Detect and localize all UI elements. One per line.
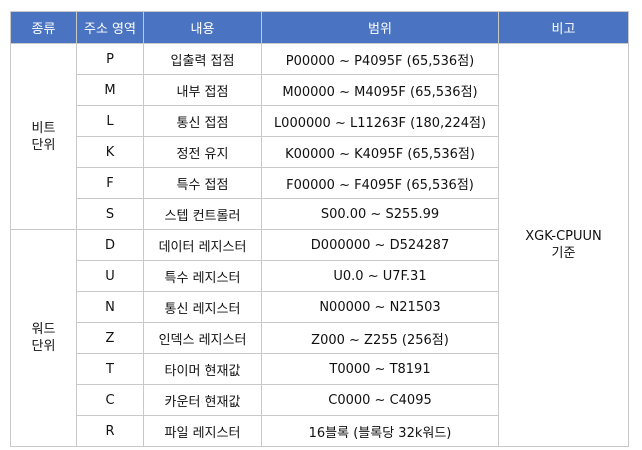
cell-content: 내부 접점 [143, 74, 262, 106]
table-row: U 특수 레지스터 U0.0 ~ U7F.31 [11, 260, 629, 292]
table-header-row: 종류 주소 영역 내용 범위 비고 [10, 11, 629, 44]
cell-area: M [76, 74, 144, 106]
cell-area: R [76, 415, 144, 447]
cell-area: U [76, 260, 144, 292]
header-content: 내용 [143, 11, 262, 44]
cell-area: C [76, 384, 144, 416]
table-row: 워드 단위 D 데이터 레지스터 D000000 ~ D524287 [10, 229, 629, 447]
cell-area: K [76, 136, 144, 168]
cell-area: D [76, 229, 144, 261]
cell-range: N00000 ~ N21503 [261, 291, 499, 323]
cell-content: 입출력 접점 [143, 43, 262, 75]
cell-content: 특수 접점 [143, 167, 262, 199]
table-row: C 카운터 현재값 C0000 ~ C4095 [11, 384, 629, 416]
cell-content: 타이머 현재값 [143, 353, 262, 385]
cell-range: T0000 ~ T8191 [261, 353, 499, 385]
device-area-table: 종류 주소 영역 내용 범위 비고 비트 단위 P 입출력 접점 P00000 … [10, 11, 629, 447]
cell-content: 정전 유지 [143, 136, 262, 168]
cell-area: F [76, 167, 144, 199]
table-row: L 통신 접점 L000000 ~ L11263F (180,224점) [11, 105, 629, 137]
header-range: 범위 [261, 11, 499, 44]
note-line2: 기준 [551, 246, 576, 261]
cell-content: 데이터 레지스터 [143, 229, 262, 261]
cell-content: 특수 레지스터 [143, 260, 262, 292]
cell-area: P [76, 43, 144, 75]
cell-content: 스텝 컨트롤러 [143, 198, 262, 230]
cell-content: 통신 접점 [143, 105, 262, 137]
cell-range: 16블록 (블록당 32k워드) [261, 415, 499, 447]
table-row: M 내부 접점 M00000 ~ M4095F (65,536점) [11, 74, 629, 106]
cell-content: 파일 레지스터 [143, 415, 262, 447]
cell-area: L [76, 105, 144, 137]
header-type: 종류 [10, 11, 77, 44]
table-row: R 파일 레지스터 16블록 (블록당 32k워드) [11, 415, 629, 447]
group-type-word: 워드 단위 [10, 229, 77, 447]
group-type-line2: 단위 [31, 339, 56, 354]
cell-content: 카운터 현재값 [143, 384, 262, 416]
cell-range: U0.0 ~ U7F.31 [261, 260, 499, 292]
cell-content: 인덱스 레지스터 [143, 322, 262, 354]
cell-range: F00000 ~ F4095F (65,536점) [261, 167, 499, 199]
note-cell: XGK-CPUUN 기준 [498, 43, 629, 447]
table-row: F 특수 접점 F00000 ~ F4095F (65,536점) [11, 167, 629, 199]
cell-content: 통신 레지스터 [143, 291, 262, 323]
table-row: 비트 단위 P 입출력 접점 P00000 ~ P4095F (65,536점)… [10, 43, 629, 447]
header-address-area: 주소 영역 [76, 11, 144, 44]
cell-area: T [76, 353, 144, 385]
group-type-bit: 비트 단위 [10, 43, 77, 230]
cell-area: Z [76, 322, 144, 354]
group-type-line2: 단위 [31, 137, 56, 153]
cell-range: Z000 ~ Z255 (256점) [261, 322, 499, 354]
table-row: K 정전 유지 K00000 ~ K4095F (65,536점) [11, 136, 629, 168]
cell-range: K00000 ~ K4095F (65,536점) [261, 136, 499, 168]
group-type-line1: 비트 [31, 120, 56, 136]
cell-range: C0000 ~ C4095 [261, 384, 499, 416]
cell-range: M00000 ~ M4095F (65,536점) [261, 74, 499, 106]
note-line1: XGK-CPUUN [525, 229, 602, 244]
table-row: N 통신 레지스터 N00000 ~ N21503 [11, 291, 629, 323]
header-note: 비고 [498, 11, 629, 44]
cell-area: N [76, 291, 144, 323]
cell-range: S00.00 ~ S255.99 [261, 198, 499, 230]
group-type-line1: 워드 [31, 322, 56, 337]
table-row: Z 인덱스 레지스터 Z000 ~ Z255 (256점) [11, 322, 629, 354]
cell-range: L000000 ~ L11263F (180,224점) [261, 105, 499, 137]
cell-range: P00000 ~ P4095F (65,536점) [261, 43, 499, 75]
cell-range: D000000 ~ D524287 [261, 229, 499, 261]
cell-area: S [76, 198, 144, 230]
